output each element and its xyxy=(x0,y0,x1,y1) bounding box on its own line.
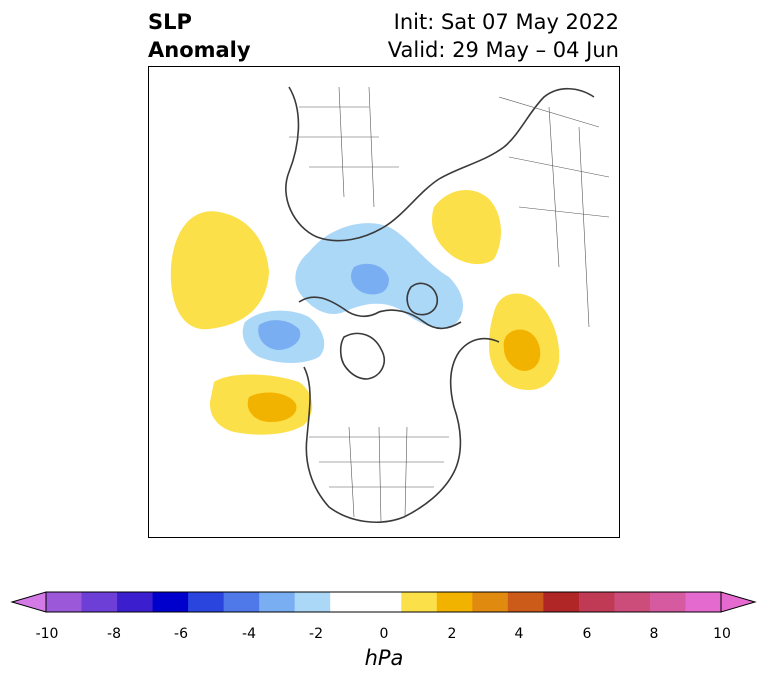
map-canvas xyxy=(170,86,610,523)
colorbar-tick: -2 xyxy=(309,626,323,642)
valid-date: Valid: 29 May – 04 Jun xyxy=(387,38,619,62)
positive-anomaly-pacific-west xyxy=(170,211,269,330)
colorbar-tick: 8 xyxy=(649,626,659,642)
colorbar-tick: -6 xyxy=(174,626,188,642)
colorbar xyxy=(10,591,757,613)
colorbar-cell xyxy=(507,592,544,612)
colorbar-cell xyxy=(81,592,118,612)
polar-map xyxy=(148,66,620,538)
colorbar-cell xyxy=(330,592,367,612)
colorbar-cell xyxy=(46,592,83,612)
forecast-info: Init: Sat 07 May 2022 Valid: 29 May – 04… xyxy=(388,8,619,64)
colorbar-tick: 0 xyxy=(379,626,389,642)
anomaly-shading xyxy=(170,189,560,435)
colorbar-tick: 10 xyxy=(713,626,731,642)
positive-anomaly-pacific-core xyxy=(247,392,297,422)
colorbar-tick: 4 xyxy=(514,626,524,642)
colorbar-cells xyxy=(46,592,722,612)
colorbar-cell xyxy=(152,592,189,612)
colorbar-cell xyxy=(543,592,580,612)
colorbar-unit-label: hPa xyxy=(364,646,404,670)
colorbar-cell xyxy=(401,592,438,612)
negative-anomaly-alaska-core xyxy=(258,320,301,350)
colorbar-tick: 2 xyxy=(447,626,457,642)
negative-anomaly-arctic-core xyxy=(350,263,389,295)
colorbar-tick: -10 xyxy=(35,626,59,642)
positive-anomaly-siberia xyxy=(431,189,501,265)
colorbar-tick: -4 xyxy=(242,626,256,642)
colorbar-tick: 6 xyxy=(582,626,592,642)
init-date: Init: Sat 07 May 2022 xyxy=(393,10,619,34)
colorbar-cell xyxy=(188,592,225,612)
colorbar-cell xyxy=(294,592,331,612)
colorbar-right-extend-arrow xyxy=(720,591,757,613)
colorbar-outline xyxy=(45,591,722,613)
positive-anomaly-atlantic-core xyxy=(503,329,541,371)
title-line-1: SLP xyxy=(148,10,192,34)
map-title: SLP Anomaly xyxy=(148,8,251,64)
colorbar-cell xyxy=(223,592,260,612)
colorbar-cell xyxy=(614,592,651,612)
colorbar-left-extend-arrow xyxy=(10,591,47,613)
colorbar-cell xyxy=(365,592,402,612)
colorbar-cell xyxy=(117,592,154,612)
colorbar-cell xyxy=(685,592,722,612)
title-line-2: Anomaly xyxy=(148,38,251,62)
colorbar-cell xyxy=(649,592,686,612)
colorbar-cell xyxy=(472,592,509,612)
colorbar-tick: -8 xyxy=(107,626,121,642)
colorbar-cell xyxy=(578,592,615,612)
political-boundaries xyxy=(289,86,610,523)
colorbar-cell xyxy=(436,592,473,612)
colorbar-cell xyxy=(259,592,296,612)
